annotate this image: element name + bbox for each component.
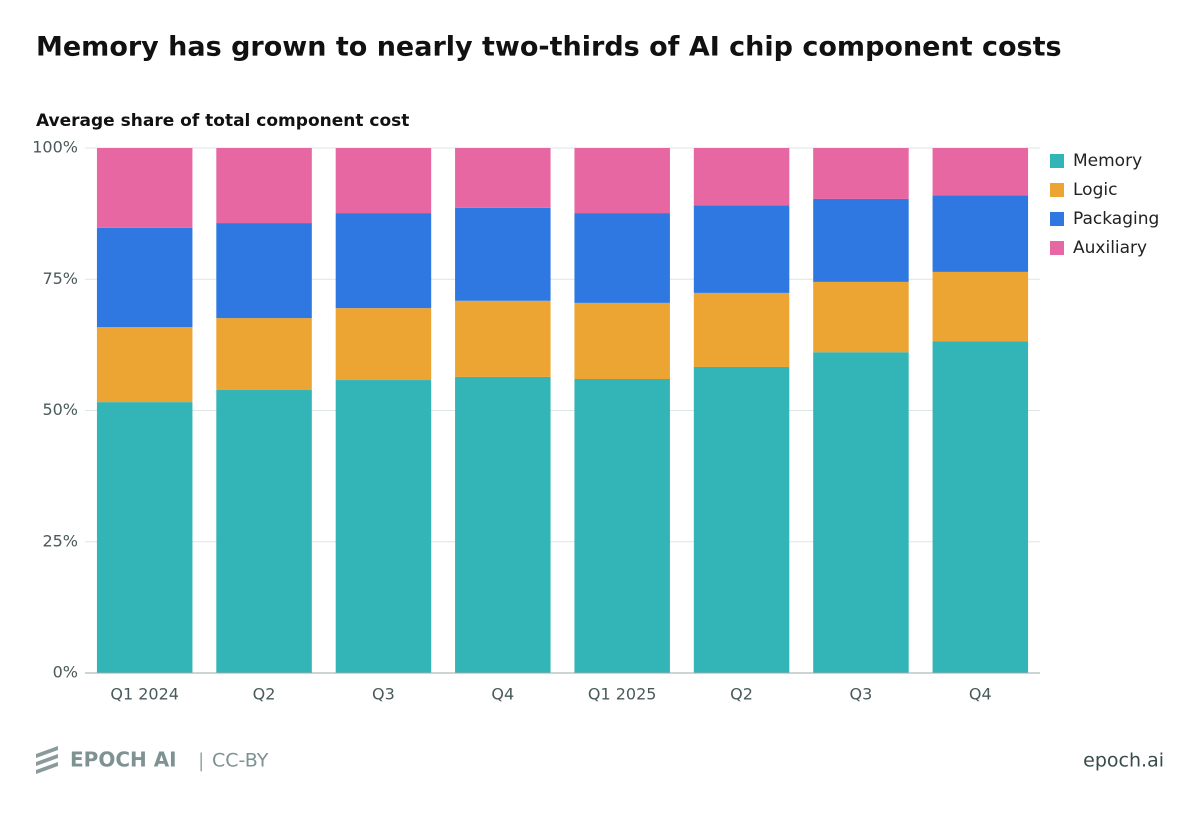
bar-segment [216,148,312,224]
legend-label: Logic [1073,180,1117,200]
bar-segment [335,380,432,673]
bar-segment [96,148,193,228]
bar-segment [932,195,1029,272]
bar-segment [574,379,670,673]
bar-segment [574,302,670,379]
bar-segment [335,213,432,309]
bar-segment [813,198,909,282]
x-tick-label: Q2 [730,685,753,704]
y-tick-label: 50% [42,400,78,419]
y-tick-label: 75% [42,269,78,288]
bar-segment [455,376,551,673]
chart-title: Memory has grown to nearly two-thirds of… [36,32,1062,63]
bar-segment [574,213,670,303]
y-tick-label: 0% [53,663,78,682]
y-tick-label: 100% [32,138,78,157]
legend-swatch [1050,212,1064,226]
bar-segment [455,300,551,377]
bar-segment [693,292,790,367]
footer-logo [36,746,58,774]
x-tick-label: Q4 [491,685,514,704]
footer-license: CC-BY [212,750,269,772]
bar-segment [216,223,312,319]
footer-brand: EPOCH AI [70,748,177,772]
bar-segment [813,148,909,199]
bar-segment [932,341,1029,673]
legend-label: Memory [1073,151,1142,171]
bar-segment [932,271,1029,342]
bar-segment [693,148,790,206]
x-tick-label: Q3 [372,685,395,704]
bar-segment [96,402,193,673]
legend-swatch [1050,241,1064,255]
y-axis-title: Average share of total component cost [36,111,409,131]
footer-site: epoch.ai [1083,750,1164,772]
bar-segment [693,205,790,293]
x-tick-label: Q1 2025 [588,685,657,704]
bar-segment [96,327,193,403]
bar-segment [813,352,909,673]
bar-segment [455,207,551,301]
footer-separator: | [198,750,204,772]
bar-segment [574,148,670,214]
y-tick-label: 25% [42,531,78,550]
bar-segment [96,227,193,328]
x-tick-label: Q3 [850,685,873,704]
bar-segment [335,148,432,214]
bar-segment [455,148,551,208]
legend-label: Packaging [1073,209,1159,229]
bar-segment [813,281,909,353]
bar-segment [693,366,790,673]
bar-segment [335,308,432,381]
x-tick-label: Q2 [253,685,276,704]
x-tick-label: Q4 [969,685,992,704]
legend-swatch [1050,183,1064,197]
bar-segment [216,318,312,391]
x-tick-label: Q1 2024 [110,685,179,704]
legend-swatch [1050,154,1064,168]
bar-segment [932,148,1029,196]
legend-label: Auxiliary [1073,238,1147,258]
bar-segment [216,390,312,673]
